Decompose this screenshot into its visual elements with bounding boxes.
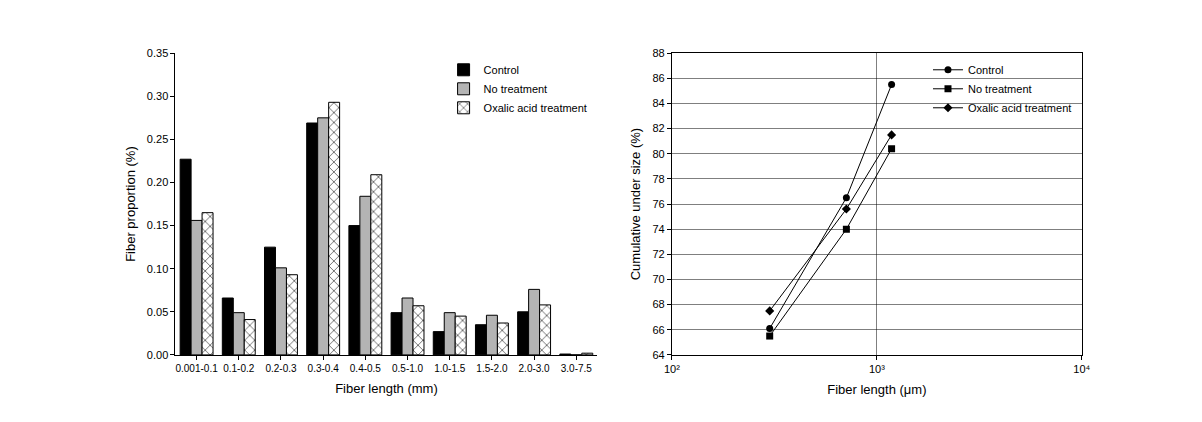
svg-text:0.4-0.5: 0.4-0.5: [350, 363, 382, 374]
svg-text:Fiber length (mm): Fiber length (mm): [335, 381, 438, 396]
svg-text:64: 64: [652, 349, 664, 361]
svg-text:66: 66: [652, 324, 664, 336]
svg-text:Cumulative under size (%): Cumulative under size (%): [628, 128, 643, 280]
svg-text:10⁴: 10⁴: [1073, 363, 1090, 375]
svg-text:0.25: 0.25: [147, 133, 168, 145]
svg-text:Control: Control: [968, 64, 1003, 76]
svg-text:0.3-0.4: 0.3-0.4: [308, 363, 340, 374]
svg-text:78: 78: [652, 173, 664, 185]
svg-text:0.30: 0.30: [147, 90, 168, 102]
svg-text:0.1-0.2: 0.1-0.2: [223, 363, 255, 374]
svg-text:10²: 10²: [664, 363, 680, 375]
svg-text:Control: Control: [484, 64, 519, 76]
svg-text:0.05: 0.05: [147, 306, 168, 318]
svg-text:86: 86: [652, 72, 664, 84]
svg-text:0.35: 0.35: [147, 47, 168, 59]
svg-text:82: 82: [652, 122, 664, 134]
svg-text:68: 68: [652, 298, 664, 310]
svg-text:Fiber proportion (%): Fiber proportion (%): [123, 146, 138, 262]
svg-text:0.10: 0.10: [147, 263, 168, 275]
svg-text:Fiber length (μm): Fiber length (μm): [827, 382, 926, 397]
svg-text:84: 84: [652, 97, 664, 109]
svg-text:0.5-1.0: 0.5-1.0: [392, 363, 424, 374]
svg-text:No treatment: No treatment: [968, 83, 1032, 95]
svg-text:0.2-0.3: 0.2-0.3: [265, 363, 297, 374]
svg-text:0.20: 0.20: [147, 176, 168, 188]
svg-text:80: 80: [652, 148, 664, 160]
svg-text:0.001-0.1: 0.001-0.1: [175, 363, 218, 374]
svg-text:76: 76: [652, 198, 664, 210]
svg-text:Oxalic acid treatment: Oxalic acid treatment: [484, 102, 587, 114]
svg-text:1.0-1.5: 1.0-1.5: [434, 363, 466, 374]
svg-text:3.0-7.5: 3.0-7.5: [561, 363, 593, 374]
svg-text:0.15: 0.15: [147, 219, 168, 231]
svg-text:74: 74: [652, 223, 664, 235]
svg-text:2.0-3.0: 2.0-3.0: [519, 363, 551, 374]
svg-text:1.5-2.0: 1.5-2.0: [476, 363, 508, 374]
svg-text:No treatment: No treatment: [484, 83, 548, 95]
svg-text:10³: 10³: [869, 363, 885, 375]
svg-text:Oxalic acid treatment: Oxalic acid treatment: [968, 102, 1071, 114]
svg-text:88: 88: [652, 47, 664, 59]
svg-text:70: 70: [652, 273, 664, 285]
svg-text:0.00: 0.00: [147, 349, 168, 361]
svg-text:72: 72: [652, 248, 664, 260]
